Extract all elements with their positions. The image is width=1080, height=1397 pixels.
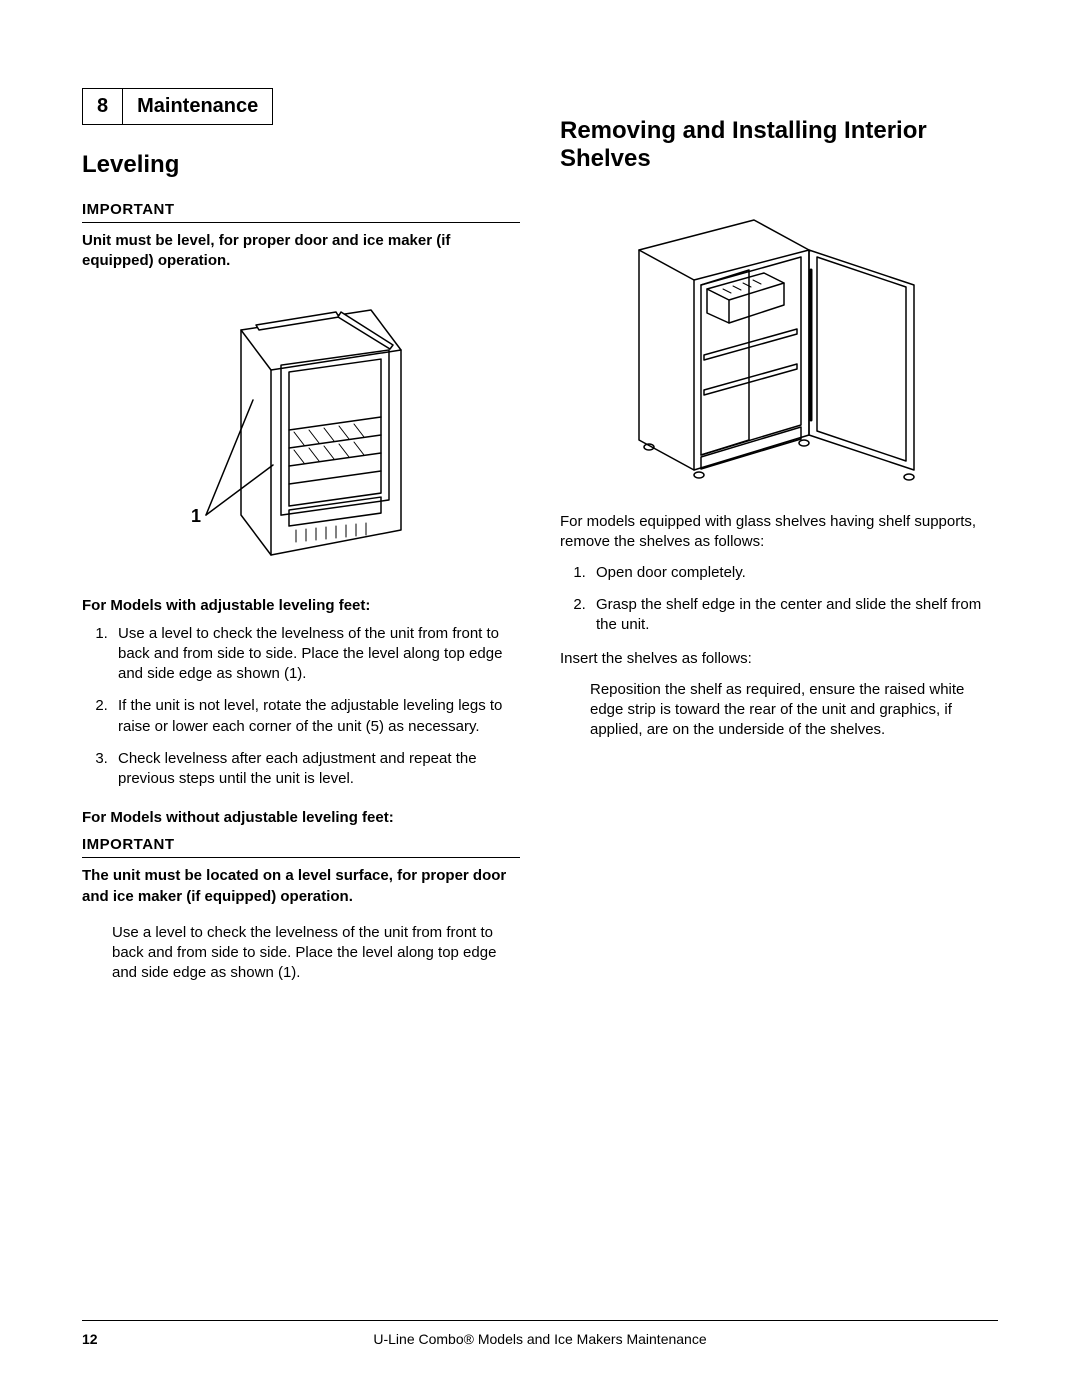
leveling-steps-list: Use a level to check the levelness of th… <box>82 624 520 790</box>
shelves-heading: Removing and Installing Interior Shelves <box>560 117 998 173</box>
unit-shelves-diagram <box>609 195 949 485</box>
list-item: Use a level to check the levelness of th… <box>112 624 520 685</box>
important-label-2: IMPORTANT <box>82 836 520 858</box>
page-footer: 12 U-Line Combo® Models and Ice Makers M… <box>82 1320 998 1347</box>
insert-para: Reposition the shelf as required, ensure… <box>590 680 998 741</box>
sub-heading-nonadjustable: For Models without adjustable leveling f… <box>82 809 520 826</box>
list-item: Check levelness after each adjustment an… <box>112 749 520 790</box>
leveling-figure: 1 <box>82 290 520 575</box>
shelves-intro: For models equipped with glass shelves h… <box>560 512 998 553</box>
important-text-2: The unit must be located on a level surf… <box>82 866 520 907</box>
section-number: 8 <box>83 89 123 124</box>
remove-steps-list: Open door completely. Grasp the shelf ed… <box>560 563 998 636</box>
unit-leveling-diagram: 1 <box>161 290 441 570</box>
callout-1: 1 <box>191 506 201 526</box>
section-title: Maintenance <box>123 89 272 124</box>
sub-heading-adjustable: For Models with adjustable leveling feet… <box>82 597 520 614</box>
right-column: Removing and Installing Interior Shelves <box>560 151 998 996</box>
list-item: If the unit is not level, rotate the adj… <box>112 696 520 737</box>
leveling-heading: Leveling <box>82 151 520 179</box>
section-header: 8 Maintenance <box>82 88 273 125</box>
important-text-1: Unit must be level, for proper door and … <box>82 231 520 272</box>
insert-intro: Insert the shelves as follows: <box>560 649 998 669</box>
page-number: 12 <box>82 1331 98 1347</box>
level-check-para: Use a level to check the levelness of th… <box>112 923 520 984</box>
footer-title: U-Line Combo® Models and Ice Makers Main… <box>373 1331 706 1347</box>
list-item: Grasp the shelf edge in the center and s… <box>590 595 998 636</box>
list-item: Open door completely. <box>590 563 998 583</box>
important-label-1: IMPORTANT <box>82 201 520 223</box>
shelves-figure <box>560 195 998 490</box>
left-column: Leveling IMPORTANT Unit must be level, f… <box>82 151 520 996</box>
